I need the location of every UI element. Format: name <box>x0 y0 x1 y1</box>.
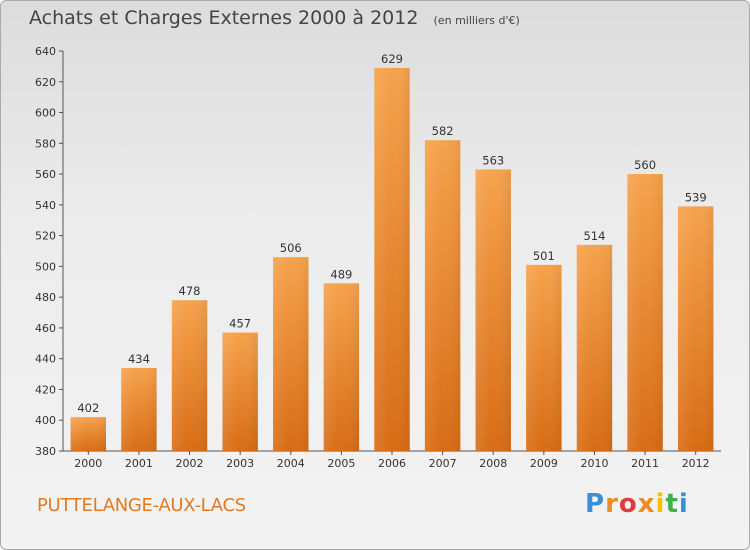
y-tick-label: 460 <box>35 322 56 335</box>
x-tick-label: 2008 <box>479 457 507 470</box>
x-tick-label: 2003 <box>226 457 254 470</box>
y-tick-label: 540 <box>35 199 56 212</box>
y-tick-label: 580 <box>35 137 56 150</box>
data-label: 457 <box>229 317 251 331</box>
x-tick-label: 2002 <box>176 457 204 470</box>
data-label: 434 <box>128 352 150 366</box>
bar-shine <box>526 264 562 451</box>
data-label: 506 <box>280 241 302 255</box>
logo-letter: t <box>665 489 679 519</box>
bar-shine <box>576 244 613 451</box>
y-tick-label: 600 <box>35 107 56 120</box>
data-label: 402 <box>77 401 99 415</box>
title-row: Achats et Charges Externes 2000 à 2012 (… <box>29 7 520 29</box>
chart-title: Achats et Charges Externes 2000 à 2012 <box>29 7 419 29</box>
x-tick-label: 2000 <box>74 457 102 470</box>
bar-shine <box>475 169 511 451</box>
bar-shine <box>171 300 208 451</box>
logo-letter: r <box>605 489 619 519</box>
bar-shine <box>677 206 714 451</box>
data-label: 478 <box>179 284 201 298</box>
logo-letter: P <box>585 489 606 519</box>
proxiti-logo[interactable]: Proxiti <box>585 489 689 519</box>
data-label: 501 <box>533 249 555 263</box>
x-tick-label: 2009 <box>530 457 558 470</box>
data-label: 582 <box>432 124 454 138</box>
bar-shine <box>222 332 258 451</box>
y-tick-label: 520 <box>35 230 56 243</box>
bar-shine <box>121 367 157 451</box>
y-tick-label: 620 <box>35 76 56 89</box>
data-label: 489 <box>330 267 352 281</box>
bar-shine <box>323 283 360 451</box>
y-tick-label: 500 <box>35 260 56 273</box>
y-tick-label: 420 <box>35 383 56 396</box>
y-tick-label: 560 <box>35 168 56 181</box>
logo-letter: o <box>618 489 638 519</box>
x-tick-label: 2012 <box>682 457 710 470</box>
logo-letter: i <box>678 489 689 519</box>
data-label: 629 <box>381 52 403 66</box>
x-tick-label: 2010 <box>580 457 608 470</box>
commune-name: PUTTELANGE-AUX-LACS <box>37 495 246 516</box>
logo-letter: x <box>637 489 656 519</box>
bar-shine <box>374 67 410 451</box>
y-tick-label: 400 <box>35 414 56 427</box>
y-tick-label: 640 <box>35 45 56 58</box>
data-label: 514 <box>583 229 605 243</box>
bar-shine <box>273 257 309 451</box>
data-label: 563 <box>482 153 504 167</box>
x-tick-label: 2006 <box>378 457 406 470</box>
x-tick-label: 2007 <box>429 457 457 470</box>
y-tick-label: 480 <box>35 291 56 304</box>
x-tick-label: 2005 <box>327 457 355 470</box>
chart-unit: (en milliers d'€) <box>433 14 520 27</box>
data-label: 539 <box>685 190 707 204</box>
y-tick-label: 380 <box>35 445 56 458</box>
logo-letter: i <box>655 489 666 519</box>
x-tick-label: 2011 <box>631 457 659 470</box>
y-tick-label: 440 <box>35 353 56 366</box>
bar-shine <box>70 417 107 451</box>
bar-shine <box>424 140 461 451</box>
x-tick-label: 2004 <box>277 457 305 470</box>
x-tick-label: 2001 <box>125 457 153 470</box>
bar-shine <box>627 174 663 452</box>
data-label: 560 <box>634 158 656 172</box>
